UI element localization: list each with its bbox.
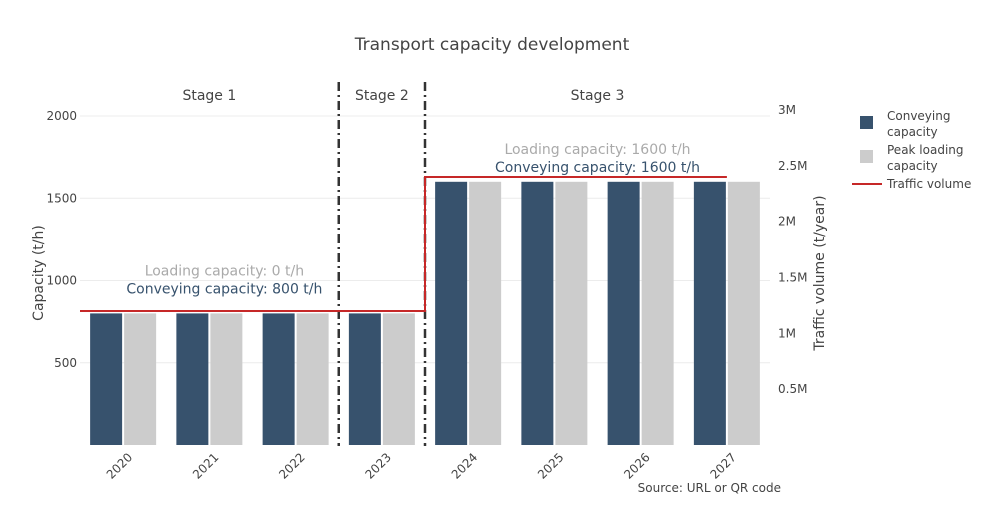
bar-conveying [693,181,726,446]
y-tick-label: 1500 [46,191,77,205]
y-tick-label: 500 [54,356,77,370]
x-tick-label: 2020 [104,450,135,481]
y2-axis-title: Traffic volume (t/year) [812,195,828,351]
x-tick-label: 2023 [362,450,393,481]
stage-label: Stage 2 [355,88,409,104]
y2-tick-label: 1M [778,326,796,340]
legend-swatch-conveying [860,116,873,129]
annotation-conveying: Conveying capacity: 800 t/h [126,281,322,297]
bar-conveying [607,181,640,446]
x-tick-label: 2027 [707,450,738,481]
y2-tick-label: 0.5M [778,382,807,396]
bar-loading [296,313,329,445]
source-note: Source: URL or QR code [638,481,781,495]
y-tick-label: 2000 [46,109,77,123]
bar-conveying [348,313,381,445]
stage-label: Stage 3 [571,88,625,104]
stage-labels: Stage 1 Stage 2 Stage 3 [182,88,624,104]
x-tick-label: 2026 [621,450,652,481]
x-tick-label: 2025 [535,450,566,481]
y2-tick-label: 2M [778,215,796,229]
traffic-volume-line [80,176,727,312]
bars-group [90,181,760,446]
y2-tick-label: 2.5M [778,159,807,173]
bar-conveying [521,181,554,446]
legend-label: Conveying capacity [887,109,950,139]
stage-dividers [337,82,427,446]
annotation-loading: Loading capacity: 0 t/h [145,263,304,279]
legend-label: Peak loading capacity [887,143,964,173]
bar-conveying [176,313,209,445]
y-axis-title: Capacity (t/h) [31,225,47,321]
bar-loading [555,181,588,446]
bar-loading [124,313,157,445]
bar-loading [641,181,674,446]
chart-title: Transport capacity development [354,35,630,55]
x-tick-label: 2021 [190,450,221,481]
bar-loading [382,313,415,445]
annotations: Loading capacity: 0 t/h Conveying capacit… [126,142,700,298]
x-tick-label: 2022 [276,450,307,481]
y2-tick-label: 3M [778,103,796,117]
y-axis-right: 0.5M 1M 1.5M 2M 2.5M 3M [778,103,807,396]
traffic-line-group [80,176,727,312]
y-axis-left: 500 1000 1500 2000 [46,109,77,370]
bar-conveying [90,313,123,445]
x-axis: 2020 2021 2022 2023 2024 2025 2026 2027 [104,450,739,481]
bar-loading [469,181,502,446]
legend[interactable]: Conveying capacity Peak loading capacity Tra… [852,109,971,191]
annotation-conveying: Conveying capacity: 1600 t/h [495,160,700,176]
y2-tick-label: 1.5M [778,271,807,285]
bar-conveying [435,181,468,446]
legend-swatch-loading [860,150,873,163]
annotation-loading: Loading capacity: 1600 t/h [504,142,690,158]
x-tick-label: 2024 [449,450,480,481]
bar-conveying [262,313,295,445]
legend-label: Traffic volume [886,177,971,191]
bar-loading [727,181,760,446]
y-tick-label: 1000 [46,274,77,288]
bar-loading [210,313,243,445]
stage-label: Stage 1 [182,88,236,104]
